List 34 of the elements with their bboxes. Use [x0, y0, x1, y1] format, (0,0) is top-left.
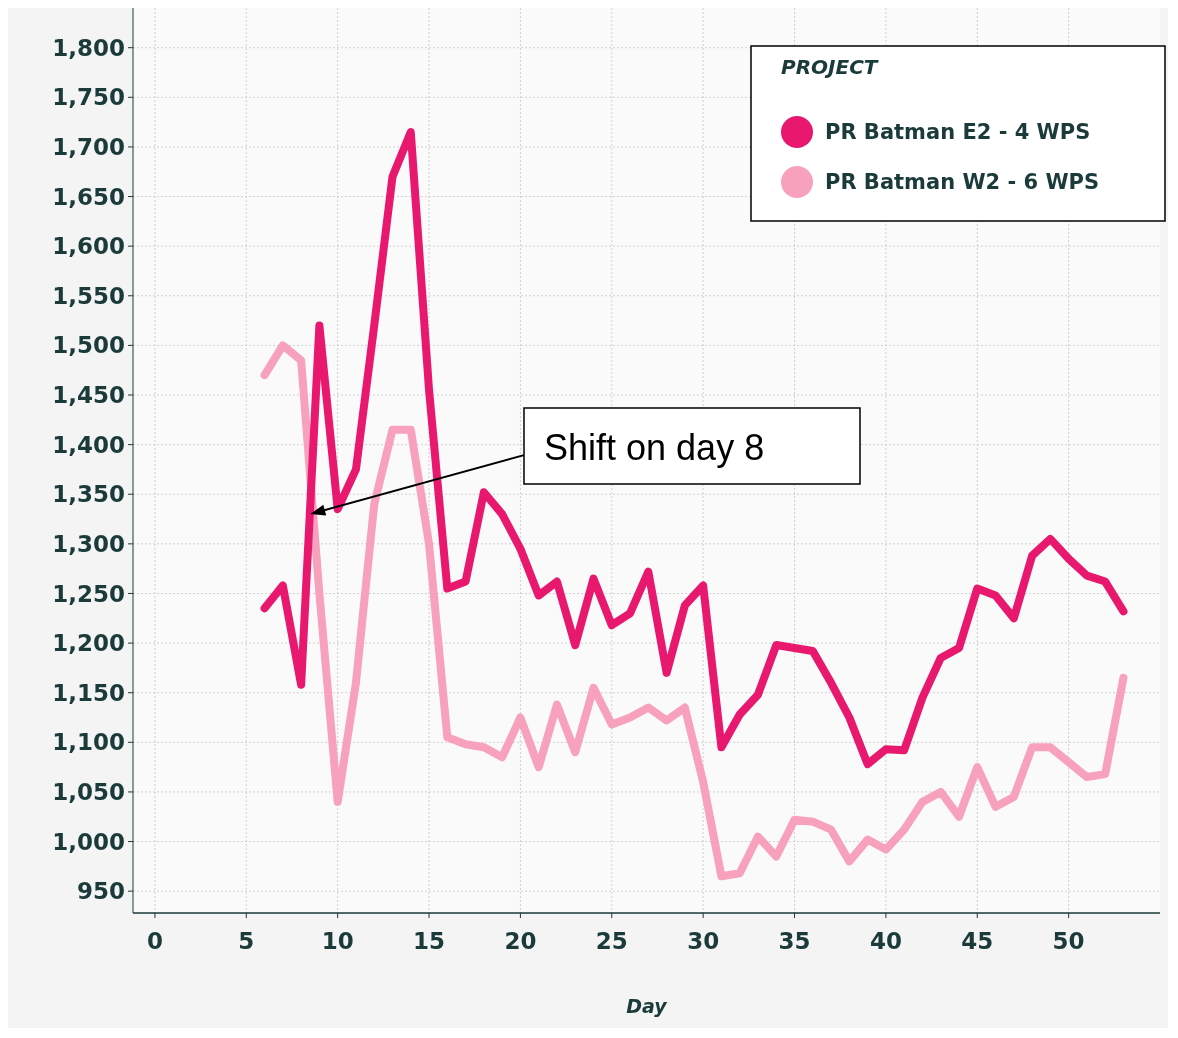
x-tick-label: 15	[413, 928, 446, 954]
y-tick-label: 1,200	[52, 630, 125, 657]
x-tick-label: 30	[687, 928, 720, 954]
x-tick-label: 50	[1052, 928, 1085, 954]
y-tick-label: 1,450	[52, 382, 125, 409]
y-tick-label: 1,400	[52, 431, 125, 458]
legend-label: PR Batman E2 - 4 WPS	[825, 120, 1091, 145]
legend-title: PROJECT	[781, 55, 879, 79]
y-tick-label: 1,650	[52, 183, 125, 210]
x-tick-label: 35	[778, 928, 811, 954]
x-tick-label: 10	[321, 928, 354, 954]
y-tick-label: 1,700	[52, 133, 125, 160]
y-tick-label: 1,500	[52, 332, 125, 359]
legend-label: PR Batman W2 - 6 WPS	[825, 170, 1100, 195]
y-tick-label: 1,250	[52, 580, 125, 607]
x-axis-title: Day	[626, 995, 669, 1017]
x-tick-label: 0	[146, 928, 163, 954]
y-tick-label: 1,550	[52, 282, 125, 309]
x-tick-label: 40	[869, 928, 902, 954]
annotation: Shift on day 8	[544, 427, 765, 468]
y-tick-label: 1,150	[52, 679, 125, 706]
y-tick-label: 1,000	[52, 828, 125, 855]
y-tick-label: 950	[76, 878, 125, 905]
y-tick-label: 1,600	[52, 233, 125, 260]
y-tick-label: 1,300	[52, 530, 125, 557]
y-tick-label: 1,750	[52, 84, 125, 111]
y-tick-label: 1,350	[52, 481, 125, 508]
y-tick-label: 1,050	[52, 778, 125, 805]
y-tick-label: 1,800	[52, 34, 125, 61]
x-tick-label: 5	[238, 928, 255, 954]
x-tick-label: 25	[595, 928, 628, 954]
y-tick-label: 1,100	[52, 729, 125, 756]
x-tick-label: 20	[504, 928, 537, 954]
x-tick-label: 45	[961, 928, 994, 954]
